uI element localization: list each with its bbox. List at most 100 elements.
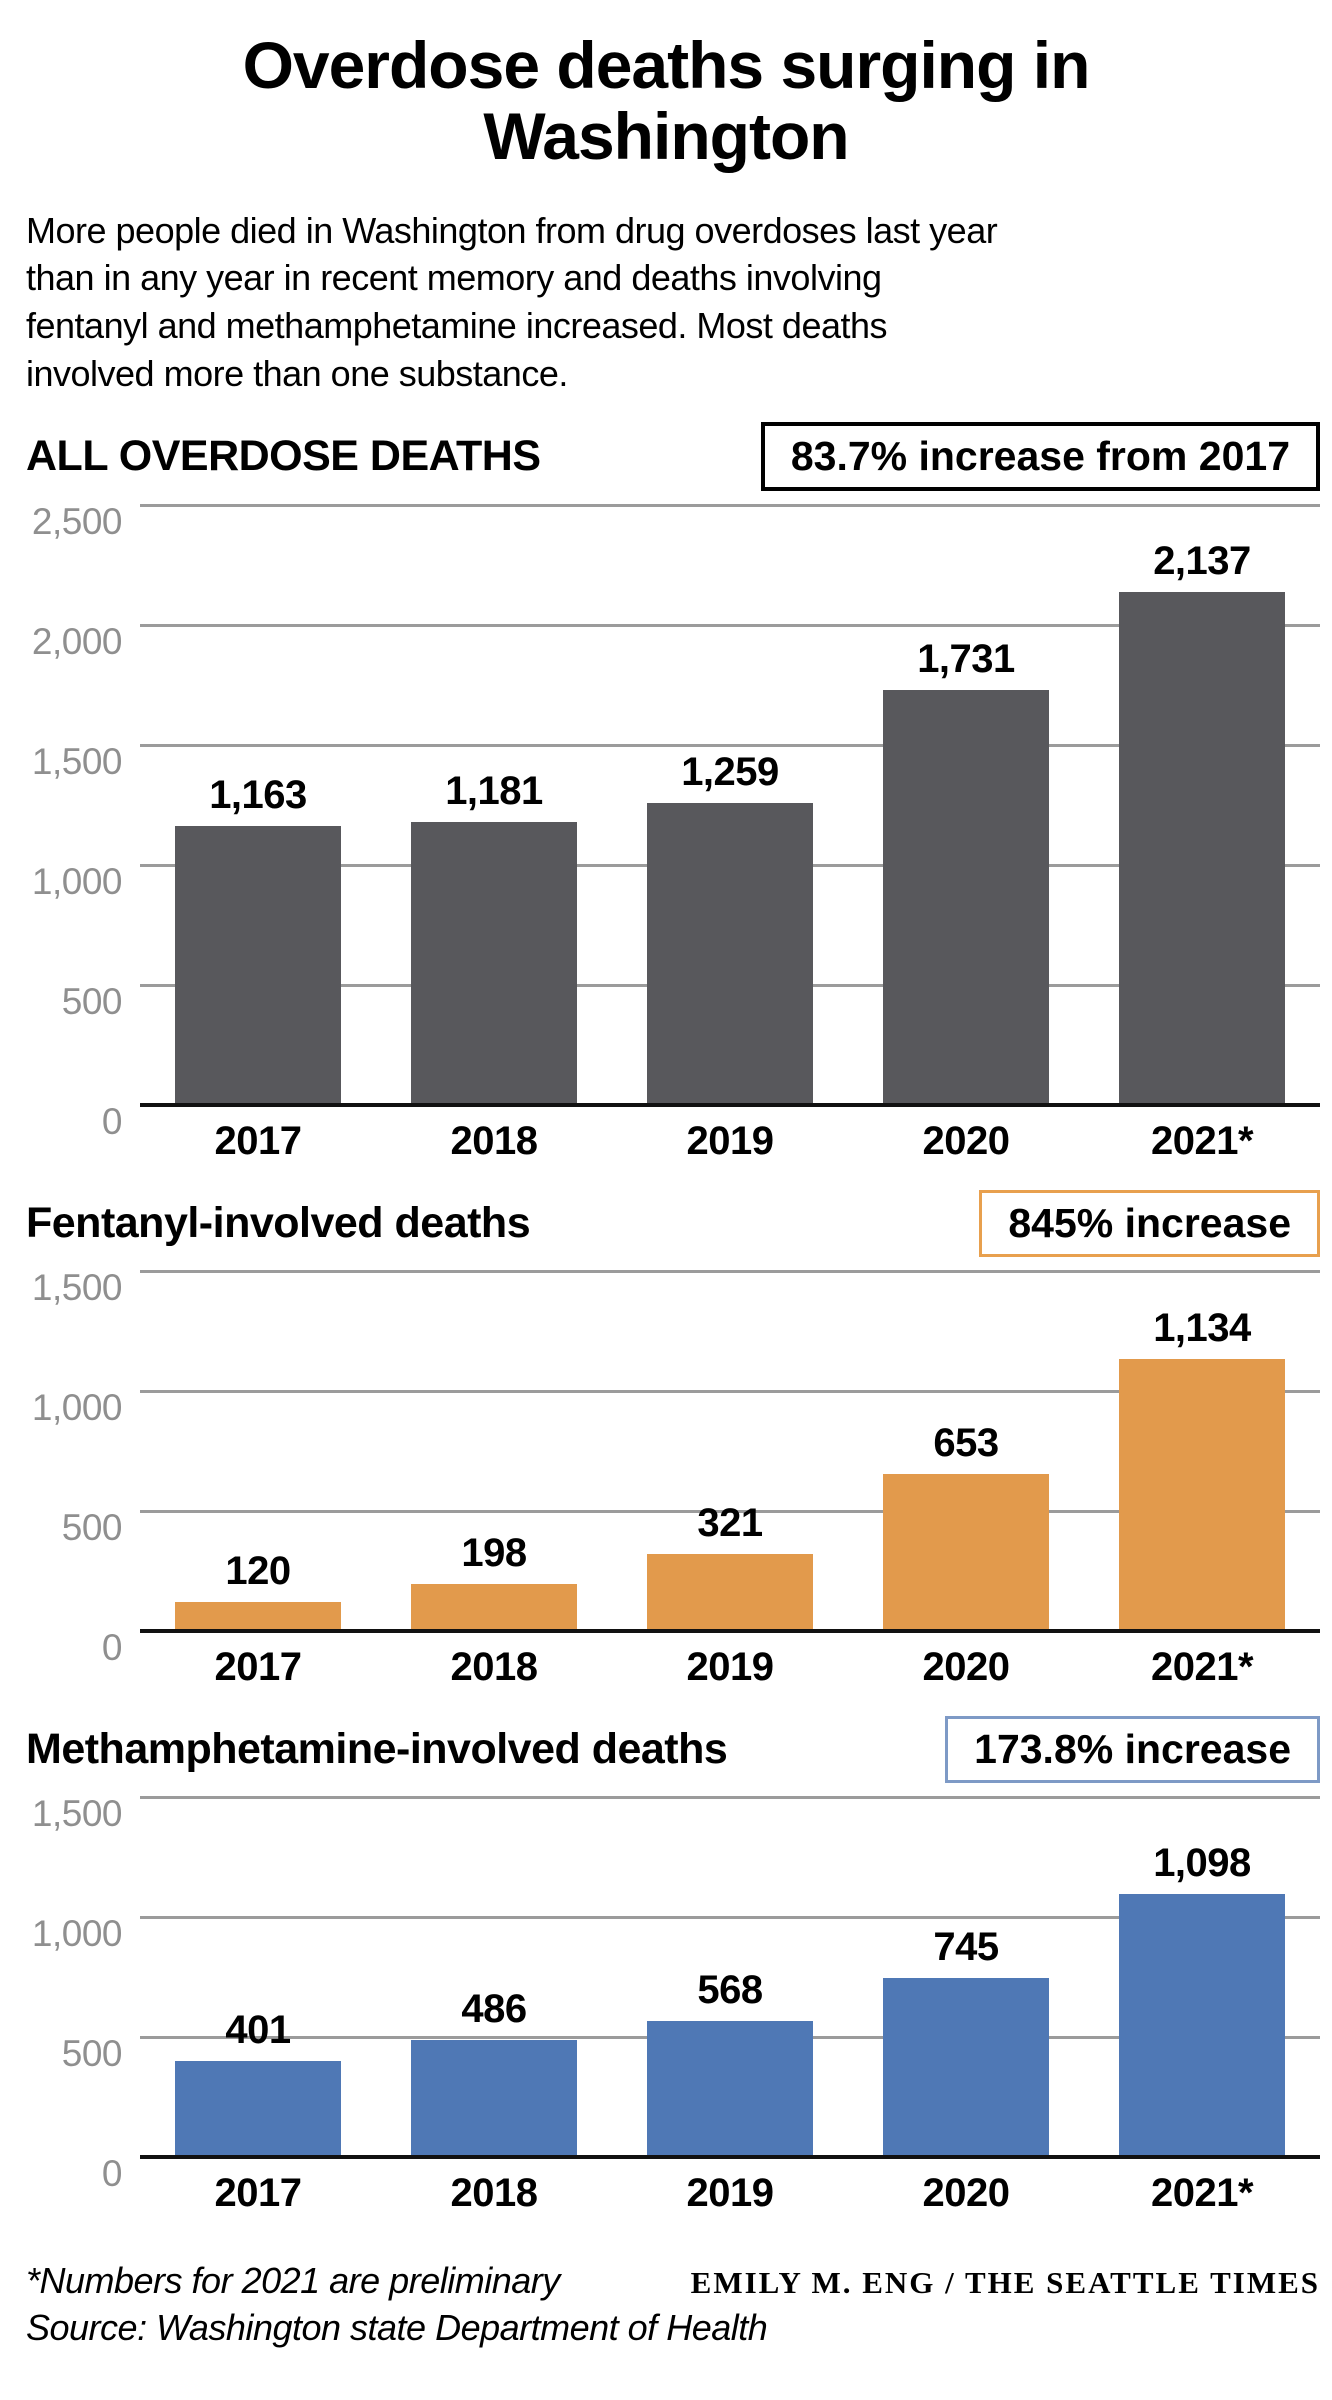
x-axis-baseline [140, 1629, 1320, 1634]
page-subtitle: More people died in Washington from drug… [0, 207, 1332, 399]
bar-2017 [175, 2060, 341, 2158]
bar-2020 [883, 689, 1049, 1106]
gridline-1,500 [140, 743, 1320, 747]
bar-slot-2019: 321 [612, 1271, 848, 1632]
subtitle-line: than in any year in recent memory and de… [26, 257, 882, 299]
bar-value-label-2017: 120 [225, 1549, 291, 1594]
bar-value-label-2020: 745 [933, 1925, 999, 1970]
bar-2019 [647, 1554, 813, 1632]
bar-slot-2019: 568 [612, 1797, 848, 2158]
bar-2020 [883, 1978, 1049, 2158]
x-tick-label-2019: 2019 [686, 2171, 774, 2216]
bar-2017 [175, 825, 341, 1106]
gridline-1,500 [140, 1269, 1320, 1273]
subtitle-line: More people died in Washington from drug… [26, 209, 998, 251]
bar-value-label-2021*: 2,137 [1153, 539, 1251, 584]
x-axis-labels: 2017 2018 2019 2020 2021* [140, 1631, 1320, 1690]
bar-2018 [411, 1583, 577, 1632]
chart-header: ALL OVERDOSE DEATHS 83.7% increase from … [0, 422, 1332, 505]
bar-value-label-2021*: 1,134 [1153, 1305, 1251, 1350]
x-tick-label-2021*: 2021* [1150, 1119, 1254, 1164]
bar-2021* [1119, 1893, 1285, 2158]
bar-value-label-2018: 198 [461, 1530, 527, 1575]
y-tick-label-1,000: 1,000 [31, 861, 123, 903]
bar-2018 [411, 2040, 577, 2158]
y-tick-label-1,500: 1,500 [31, 1793, 123, 1835]
x-tick-label-2017: 2017 [214, 1645, 302, 1690]
bar-2019 [647, 2020, 813, 2158]
x-tick-label-2021*: 2021* [1150, 1645, 1254, 1690]
bar-value-label-2019: 1,259 [681, 749, 779, 794]
chart-fentanyl-deaths: Fentanyl-involved deaths 845% increase 0… [0, 1190, 1332, 1690]
bars-layer: 401 486 568 745 1,098 [140, 1797, 1320, 2158]
chart-title: Methamphetamine-involved deaths [26, 1725, 728, 1774]
y-tick-label-500: 500 [61, 981, 123, 1023]
page-title-line-2: Washington [483, 99, 849, 174]
plot-area: 0 500 1,000 1,500 2,000 2,500 1,163 1,181 1,259 1… [0, 501, 1332, 1142]
subtitle-line: involved more than one substance. [26, 353, 568, 395]
bar-2021* [1119, 592, 1285, 1106]
y-tick-label-0: 0 [101, 1627, 123, 1669]
bar-slot-2019: 1,259 [612, 505, 848, 1106]
bar-value-label-2020: 653 [933, 1421, 999, 1466]
y-tick-label-0: 0 [101, 2153, 123, 2195]
bar-value-label-2018: 486 [461, 1987, 527, 2032]
bar-slot-2020: 653 [848, 1271, 1084, 1632]
gridline-2,500 [140, 503, 1320, 507]
bar-value-label-2019: 568 [697, 1967, 763, 2012]
source-line: Source: Washington state Department of H… [26, 2306, 768, 2348]
preliminary-footnote: *Numbers for 2021 are preliminary [26, 2260, 560, 2302]
x-tick-label-2017: 2017 [214, 1119, 302, 1164]
gridline-1,000 [140, 1915, 1320, 1919]
y-tick-label-2,500: 2,500 [31, 501, 123, 543]
x-axis-baseline [140, 2155, 1320, 2160]
x-tick-label-2018: 2018 [450, 1645, 538, 1690]
gridline-500 [140, 1509, 1320, 1513]
bar-value-label-2020: 1,731 [917, 636, 1015, 681]
bar-slot-2020: 1,731 [848, 505, 1084, 1106]
x-tick-label-2020: 2020 [922, 1119, 1010, 1164]
bars-layer: 120 198 321 653 1,134 [140, 1271, 1320, 1632]
bar-2018 [411, 821, 577, 1106]
x-axis-baseline [140, 1103, 1320, 1108]
increase-callout-box: 173.8% increase [945, 1716, 1320, 1784]
chart-title: Fentanyl-involved deaths [26, 1199, 531, 1248]
x-tick-label-2019: 2019 [686, 1119, 774, 1164]
bar-slot-2017: 120 [140, 1271, 376, 1632]
y-tick-label-1,500: 1,500 [31, 741, 123, 783]
bar-2019 [647, 802, 813, 1106]
bar-value-label-2017: 1,163 [209, 772, 307, 817]
footer: *Numbers for 2021 are preliminary EMILY … [0, 2242, 1332, 2352]
plot-area: 0 500 1,000 1,500 401 486 568 745 1,098 [0, 1793, 1332, 2194]
page-title: Overdose deaths surging in Washington [0, 29, 1332, 174]
subtitle-line: fentanyl and methamphetamine increased. … [26, 305, 888, 347]
x-tick-label-2019: 2019 [686, 1645, 774, 1690]
y-tick-label-500: 500 [61, 1507, 123, 1549]
y-tick-label-1,000: 1,000 [31, 1387, 123, 1429]
chart-methamphetamine-deaths: Methamphetamine-involved deaths 173.8% i… [0, 1716, 1332, 2216]
chart-header: Methamphetamine-involved deaths 173.8% i… [0, 1716, 1332, 1797]
bar-2017 [175, 1602, 341, 1632]
x-axis-labels: 2017 2018 2019 2020 2021* [140, 1105, 1320, 1164]
y-tick-label-500: 500 [61, 2033, 123, 2075]
x-tick-label-2017: 2017 [214, 2171, 302, 2216]
bar-slot-2021*: 1,098 [1084, 1797, 1320, 2158]
bar-slot-2018: 486 [376, 1797, 612, 2158]
x-tick-label-2018: 2018 [450, 1119, 538, 1164]
footer-row: *Numbers for 2021 are preliminary EMILY … [26, 2258, 1320, 2305]
bar-slot-2018: 198 [376, 1271, 612, 1632]
bar-value-label-2021*: 1,098 [1153, 1840, 1251, 1885]
gridline-1,500 [140, 1795, 1320, 1799]
y-tick-label-2,000: 2,000 [31, 621, 123, 663]
y-tick-label-0: 0 [101, 1101, 123, 1143]
increase-callout-box: 83.7% increase from 2017 [760, 422, 1320, 492]
plot-area: 0 500 1,000 1,500 120 198 321 653 1,134 [0, 1267, 1332, 1668]
gridline-1,000 [140, 1389, 1320, 1393]
chart-all-overdose-deaths: ALL OVERDOSE DEATHS 83.7% increase from … [0, 422, 1332, 1164]
bar-slot-2021*: 2,137 [1084, 505, 1320, 1106]
y-tick-label-1,500: 1,500 [31, 1267, 123, 1309]
bar-slot-2017: 1,163 [140, 505, 376, 1106]
bar-value-label-2017: 401 [225, 2007, 291, 2052]
chart-header: Fentanyl-involved deaths 845% increase [0, 1190, 1332, 1271]
